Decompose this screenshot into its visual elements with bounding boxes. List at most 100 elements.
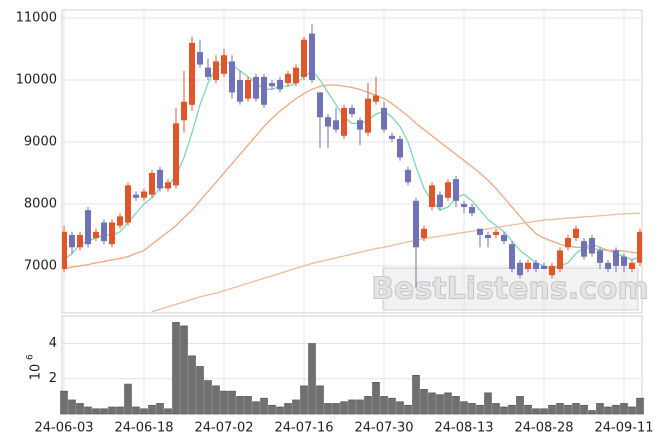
volume-bar	[196, 366, 204, 415]
candle-body	[325, 117, 331, 127]
volume-bar	[468, 403, 476, 415]
candle-body	[485, 234, 491, 239]
watermark: BestListens.com	[371, 272, 649, 307]
moving-average-line	[63, 84, 641, 270]
y-tick-label: 9000	[24, 134, 57, 149]
volume-bar	[300, 385, 308, 415]
volume-bar	[92, 408, 100, 415]
candle-body	[157, 169, 163, 189]
volume-axis-label: 10 6	[26, 354, 44, 380]
candle-body	[429, 185, 435, 208]
volume-bar	[332, 403, 340, 415]
volume-bar	[388, 397, 396, 415]
volume-bar	[548, 404, 556, 415]
volume-bar	[356, 399, 364, 415]
candle-body	[109, 222, 115, 245]
y-label-exponent: 6	[26, 354, 36, 360]
candle-body	[93, 231, 99, 239]
volume-bar	[516, 396, 524, 415]
x-tick-label: 24-09-11	[594, 421, 653, 436]
candle-body	[565, 238, 571, 248]
candle-body	[525, 262, 531, 270]
volume-bar	[476, 404, 484, 415]
candle-body	[421, 228, 427, 239]
volume-bar	[396, 401, 404, 415]
candle-body	[269, 83, 275, 87]
volume-bar	[580, 404, 588, 415]
volume-bar	[212, 385, 220, 415]
volume-bar	[252, 401, 260, 415]
volume-bar	[148, 404, 156, 415]
volume-bar	[268, 404, 276, 415]
volume-bar	[124, 383, 132, 415]
y-tick-label: 2	[49, 371, 57, 386]
candle-body	[77, 234, 83, 248]
candle-body	[581, 241, 587, 257]
volume-bar	[244, 396, 252, 415]
candle-body	[277, 80, 283, 90]
volume-bar	[140, 408, 148, 415]
y-label: 10	[29, 364, 44, 381]
volume-bar	[108, 406, 116, 415]
volume-bar	[620, 403, 628, 415]
y-tick-label: 11000	[16, 11, 57, 26]
candle-body	[285, 73, 291, 84]
candle-body	[373, 95, 379, 102]
volume-bar	[364, 396, 372, 415]
candle-body	[309, 33, 315, 81]
candle-body	[501, 234, 507, 242]
volume-bar	[556, 403, 564, 415]
candle-body	[221, 55, 227, 74]
candle-body	[133, 194, 139, 198]
candle-body	[445, 182, 451, 198]
volume-bar	[316, 385, 324, 415]
volume-bar	[596, 403, 604, 415]
x-tick-label: 24-06-18	[114, 421, 173, 436]
volume-bar	[348, 399, 356, 415]
candle-body	[613, 250, 619, 266]
candle-body	[357, 120, 363, 130]
candle-body	[69, 234, 75, 248]
candle-body	[333, 120, 339, 130]
candle-body	[141, 191, 147, 198]
candle-body	[62, 231, 67, 270]
volume-bar	[188, 355, 196, 415]
volume-bar	[412, 374, 420, 415]
candle-body	[245, 80, 251, 99]
candle-body	[437, 194, 443, 208]
volume-bar	[428, 392, 436, 415]
volume-bar	[204, 380, 212, 415]
candle-body	[557, 250, 563, 270]
volume-bar	[404, 404, 412, 415]
candle-body	[533, 262, 539, 270]
moving-average-line	[63, 60, 641, 270]
candle-body	[253, 76, 259, 99]
volume-bar	[292, 399, 300, 415]
candle-body	[469, 207, 475, 214]
candle-body	[117, 216, 123, 226]
x-tick-label: 24-07-16	[274, 421, 333, 436]
candle-body	[405, 169, 411, 183]
volume-bar	[84, 406, 92, 415]
candle-body	[389, 135, 395, 139]
volume-bar	[532, 408, 540, 415]
price-panel	[61, 9, 643, 314]
y-tick-label: 10000	[16, 73, 57, 88]
volume-bar	[76, 403, 84, 415]
volume-bar	[380, 396, 388, 415]
candle-body	[621, 256, 627, 266]
candle-body	[381, 107, 387, 130]
volume-bar	[508, 404, 516, 415]
candle-body	[549, 265, 555, 276]
candle-body	[205, 67, 211, 77]
candle-body	[477, 228, 483, 235]
candle-body	[181, 101, 187, 121]
volume-bar	[572, 403, 580, 415]
volume-bar	[340, 401, 348, 415]
candle-body	[413, 200, 419, 248]
volume-bar	[220, 390, 228, 415]
volume-bar	[500, 406, 508, 415]
candle-body	[629, 262, 635, 270]
volume-bar	[460, 401, 468, 415]
candle-body	[605, 262, 611, 270]
